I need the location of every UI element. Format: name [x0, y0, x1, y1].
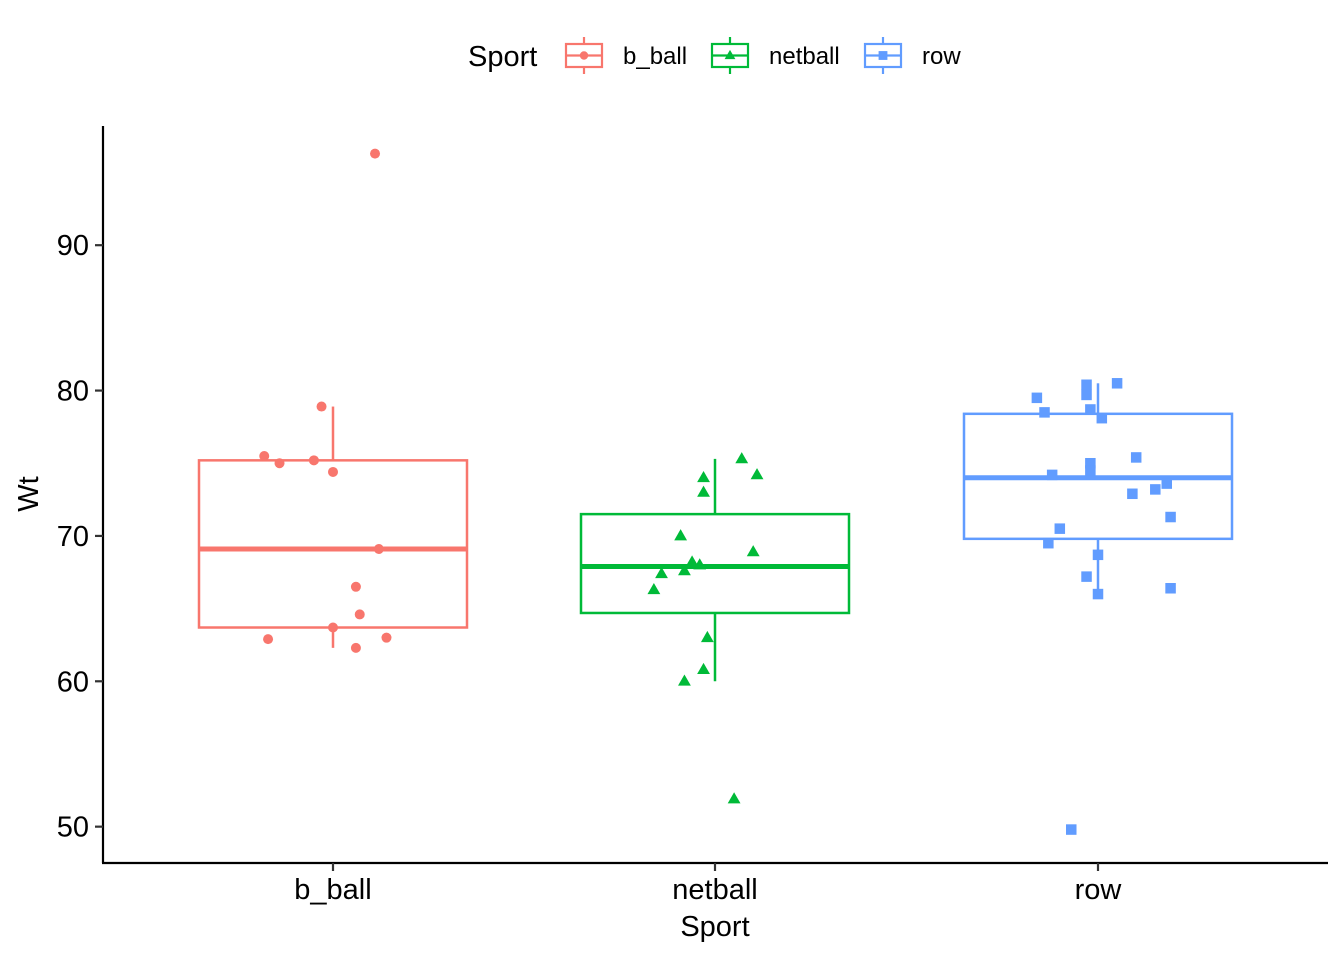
data-point: [1085, 404, 1096, 415]
data-point: [263, 634, 274, 645]
data-point: [308, 455, 319, 466]
data-point: [1043, 537, 1054, 549]
data-point: [674, 529, 688, 541]
data-point: [350, 642, 361, 653]
data-point: [1066, 824, 1077, 835]
y-axis-title: Wt: [13, 476, 45, 511]
data-point: [328, 622, 338, 633]
data-point: [274, 458, 285, 469]
data-point: [697, 471, 710, 483]
data-point: [678, 564, 691, 576]
data-point: [1046, 469, 1058, 481]
data-point: [727, 792, 741, 804]
box-netball: [579, 458, 851, 682]
data-point: [685, 555, 699, 567]
y-tick-label: 50: [57, 812, 89, 844]
legend-key-symbol: [579, 51, 589, 60]
x-tick-label: row: [1075, 874, 1123, 906]
data-point: [1081, 389, 1092, 401]
data-point: [1092, 588, 1104, 600]
data-point: [697, 662, 710, 675]
legend-key-symbol: [724, 49, 736, 60]
box-iqr: [579, 512, 851, 615]
data-point: [693, 558, 707, 570]
x-tick-label: b_ball: [294, 874, 371, 906]
data-point: [735, 452, 749, 464]
data-point: [1054, 523, 1066, 534]
points-row: [1031, 378, 1176, 835]
data-point: [746, 545, 760, 557]
legend-item-b_ball: b_ball: [564, 37, 687, 74]
data-point: [655, 566, 668, 579]
box-b_ball: [197, 406, 469, 648]
data-point: [678, 674, 691, 686]
data-point: [1092, 549, 1104, 561]
data-point: [1081, 379, 1092, 390]
data-point: [750, 468, 764, 480]
legend-item-netball: netball: [710, 37, 840, 74]
axes: 50 60 70 80 90 b_ball netball row Sport Wt: [13, 126, 1328, 943]
data-point: [1165, 511, 1176, 523]
data-point: [1150, 484, 1161, 495]
legend-title: Sport: [468, 41, 537, 73]
y-tick-label: 60: [57, 666, 89, 698]
data-point: [1031, 392, 1043, 404]
x-tick-label: netball: [672, 874, 757, 906]
legend-item-row: row: [863, 37, 961, 74]
legend-label: netball: [769, 43, 840, 70]
legend-label: row: [922, 43, 961, 70]
box-iqr: [197, 459, 469, 629]
legend-label: b_ball: [623, 43, 687, 70]
data-point: [700, 630, 714, 643]
x-ticks: b_ball netball row: [294, 863, 1122, 906]
data-point: [647, 582, 661, 595]
data-point: [1096, 412, 1108, 424]
data-point: [1039, 407, 1050, 418]
points-b_ball: [259, 148, 392, 653]
data-point: [1127, 488, 1138, 500]
y-tick-label: 80: [57, 376, 89, 408]
data-point: [1085, 457, 1096, 469]
y-tick-label: 90: [57, 230, 89, 262]
data-point: [259, 450, 270, 461]
data-point: [354, 609, 365, 620]
legend: Sport b_ball netball row: [468, 37, 961, 74]
x-axis-title: Sport: [680, 911, 749, 943]
plot-area: [197, 148, 1234, 835]
y-ticks: 50 60 70 80 90: [57, 230, 103, 844]
data-point: [1165, 583, 1176, 594]
boxes: [197, 383, 1234, 682]
data-point: [1081, 571, 1092, 582]
data-point: [1161, 478, 1173, 489]
data-point: [328, 466, 338, 477]
data-point: [370, 148, 381, 159]
data-point: [1130, 452, 1142, 463]
data-points: [259, 148, 1176, 835]
legend-key-symbol: [878, 51, 888, 60]
data-point: [316, 401, 327, 412]
y-tick-label: 70: [57, 521, 89, 553]
data-point: [381, 632, 392, 643]
points-netball: [647, 452, 764, 804]
legend-items: b_ball netball row: [564, 37, 961, 74]
data-point: [1085, 465, 1096, 476]
data-point: [697, 485, 710, 497]
data-point: [373, 544, 384, 555]
data-point: [1111, 378, 1123, 389]
data-point: [350, 581, 361, 592]
